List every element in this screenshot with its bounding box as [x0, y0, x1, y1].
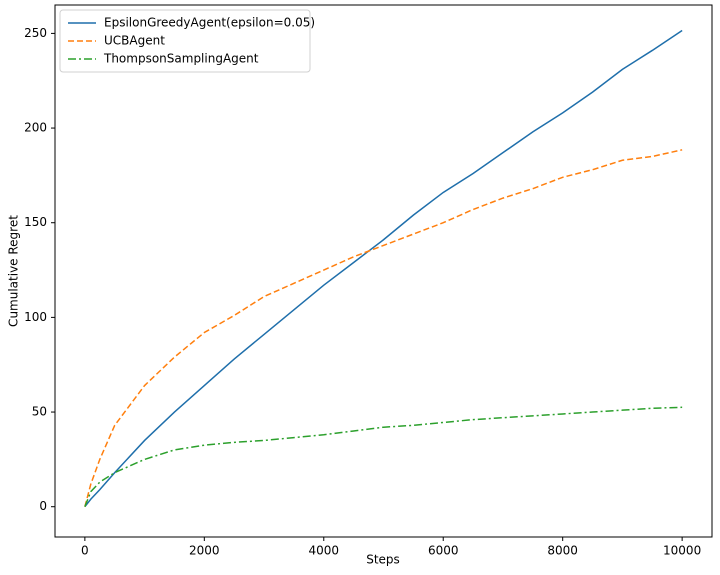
x-tick-label: 4000 — [308, 544, 339, 558]
y-tick-label: 0 — [39, 499, 47, 513]
y-tick-label: 50 — [32, 405, 47, 419]
x-tick-label: 10000 — [663, 544, 701, 558]
legend-label: ThompsonSamplingAgent — [103, 52, 259, 66]
x-axis-label: Steps — [366, 553, 400, 567]
y-tick-label: 150 — [24, 215, 47, 229]
series-line — [84, 406, 683, 507]
y-axis-label: Cumulative Regret — [7, 215, 21, 327]
x-tick-label: 6000 — [428, 544, 459, 558]
y-tick-label: 200 — [24, 121, 47, 135]
y-tick-label: 250 — [24, 26, 47, 40]
x-tick-label: 0 — [81, 544, 89, 558]
x-tick-label: 8000 — [547, 544, 578, 558]
legend-label: UCBAgent — [104, 34, 165, 48]
x-tick-label: 2000 — [189, 544, 220, 558]
legend-box — [59, 9, 311, 73]
series-line — [84, 149, 683, 507]
series-line — [84, 29, 683, 508]
legend-label: EpsilonGreedyAgent(epsilon=0.05) — [104, 16, 315, 30]
plot-frame — [54, 4, 713, 538]
y-tick-label: 100 — [24, 310, 47, 324]
